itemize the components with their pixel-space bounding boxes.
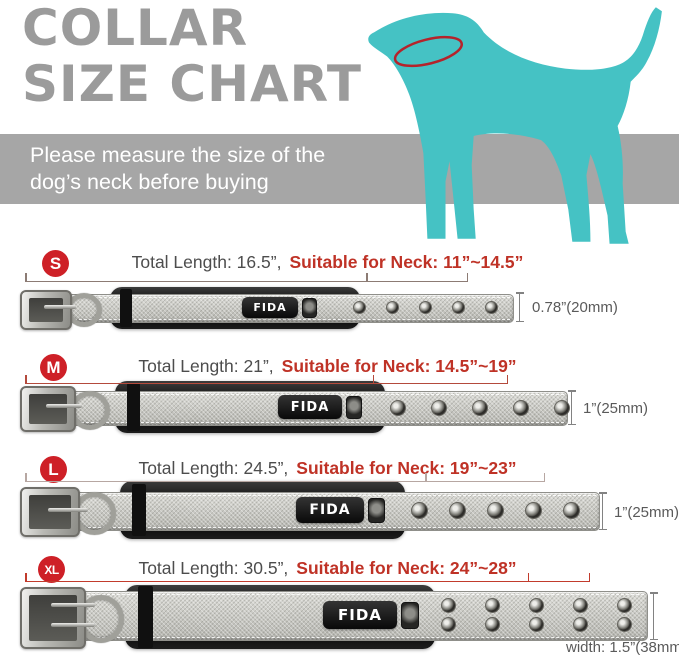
eyelets — [441, 617, 632, 632]
neck-range-m: Suitable for Neck: 14.5”~19” — [281, 356, 517, 376]
eyelet — [485, 598, 500, 613]
eyelet — [529, 617, 544, 632]
eyelet — [487, 502, 504, 519]
width-bracket-l — [599, 492, 607, 530]
buckle-prong — [44, 305, 76, 309]
size-badge-l: L — [40, 456, 67, 483]
eyelet — [472, 399, 488, 416]
eyelet — [411, 502, 428, 519]
brand-patch: FIDA — [242, 297, 298, 318]
neck-range-xl: Suitable for Neck: 24”~28” — [296, 558, 517, 578]
brand-charm — [401, 602, 419, 629]
dog-neck-collar-outline — [393, 35, 463, 68]
size-row-xl-text: Total Length: 30.5”, Suitable for Neck: 2… — [20, 558, 635, 579]
collar-dring — [70, 391, 110, 430]
buckle-prong — [51, 603, 95, 607]
dog-silhouette — [368, 7, 662, 244]
buckle-prong — [46, 404, 82, 408]
brand-patch: FIDA — [296, 497, 364, 523]
total-length-xl: Total Length: 30.5”, — [138, 558, 289, 578]
eyelet — [529, 598, 544, 613]
eyelet — [353, 301, 366, 314]
eyelet — [485, 301, 498, 314]
collar-buckle — [20, 487, 80, 537]
eyelet — [452, 301, 465, 314]
total-length-m: Total Length: 21”, — [138, 356, 274, 376]
eyelet — [419, 301, 432, 314]
collar-buckle — [20, 386, 76, 432]
neck-range-l: Suitable for Neck: 19”~23” — [296, 458, 517, 478]
length-dimension-line-xl — [25, 573, 590, 582]
eyelet — [617, 617, 632, 632]
collar-buckle — [20, 290, 72, 330]
eyelet — [617, 598, 632, 613]
length-dimension-line-l — [25, 473, 545, 482]
eyelets — [390, 391, 570, 424]
width-label-m: 1”(25mm) — [583, 400, 649, 417]
size-badge-s: S — [42, 250, 69, 277]
eyelets — [441, 598, 632, 613]
collar-keeper — [127, 383, 140, 431]
eyelet — [513, 399, 529, 416]
eyelet — [431, 399, 447, 416]
width-bracket-xl — [650, 592, 658, 640]
size-row-s-text: Total Length: 16.5”, Suitable for Neck: 1… — [20, 252, 635, 273]
collar-keeper — [120, 289, 132, 327]
collar-keeper — [138, 586, 153, 648]
eyelet — [563, 502, 580, 519]
width-label-l: 1”(25mm) — [614, 504, 679, 521]
eyelet — [441, 598, 456, 613]
banner-text-line2: dog’s neck before buying — [30, 170, 269, 194]
collar-photo-xl: FIDA — [20, 585, 648, 649]
page-title-line1: COLLAR — [22, 0, 249, 57]
eyelet — [554, 399, 570, 416]
eyelet — [441, 617, 456, 632]
neck-range-s: Suitable for Neck: 11”~14.5” — [289, 252, 524, 272]
buckle-prong — [51, 623, 95, 627]
eyelet — [485, 617, 500, 632]
brand-charm — [346, 396, 362, 419]
collar-photo-m: FIDA — [20, 381, 570, 433]
eyelets — [353, 294, 498, 321]
eyelet — [525, 502, 542, 519]
page-title-line2: SIZE CHART — [22, 55, 363, 113]
eyelet — [390, 399, 406, 416]
length-dimension-line-s — [25, 273, 468, 282]
banner-text: Please measure the size of the dog’s nec… — [30, 142, 325, 196]
width-bracket-m — [568, 390, 576, 425]
brand-charm — [368, 498, 385, 523]
brand-charm — [302, 298, 317, 318]
collar-photo-l: FIDA — [20, 481, 600, 539]
size-badge-xl: XL — [38, 556, 65, 583]
size-row-l-text: Total Length: 24.5”, Suitable for Neck: 1… — [20, 458, 635, 479]
collar-keeper — [132, 484, 146, 536]
collar-photo-s: FIDA — [20, 286, 514, 330]
buckle-prong — [48, 508, 88, 512]
eyelet — [449, 502, 466, 519]
size-badge-m: M — [40, 354, 67, 381]
dog-illustration — [368, 7, 662, 244]
eyelet — [386, 301, 399, 314]
banner-text-line1: Please measure the size of the — [30, 143, 326, 167]
width-label-s: 0.78”(20mm) — [532, 299, 618, 316]
width-bracket-s — [516, 292, 524, 322]
brand-patch: FIDA — [278, 395, 342, 419]
eyelet — [573, 617, 588, 632]
size-row-m-text: Total Length: 21”, Suitable for Neck: 14.… — [20, 356, 635, 377]
total-length-s: Total Length: 16.5”, — [131, 252, 282, 272]
brand-patch: FIDA — [323, 601, 397, 629]
collar-buckle — [20, 587, 86, 649]
length-dimension-line-m — [25, 375, 508, 384]
total-length-l: Total Length: 24.5”, — [138, 458, 289, 478]
eyelet — [573, 598, 588, 613]
eyelets — [411, 492, 580, 529]
width-label-xl: width: 1.5”(38mm) — [566, 639, 679, 656]
